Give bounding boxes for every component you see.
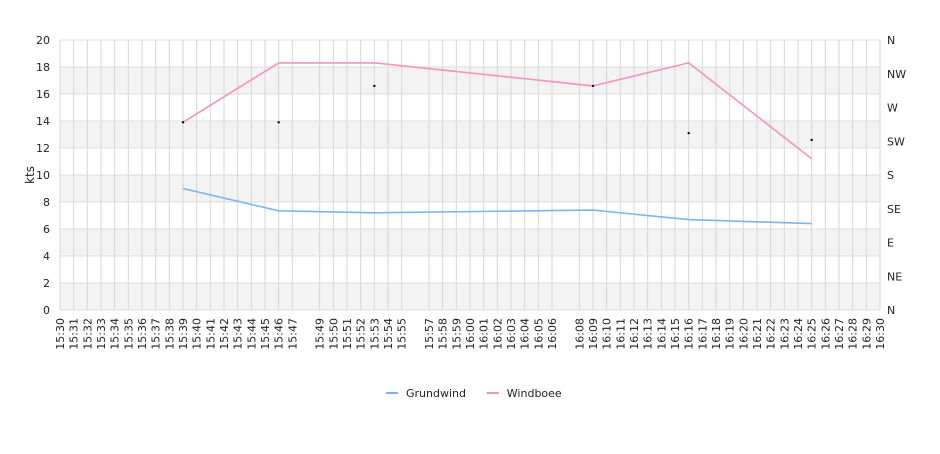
x-tick-label: 15:38	[163, 318, 176, 350]
x-tick-label: 15:31	[68, 318, 81, 350]
x-tick-label: 16:12	[628, 318, 641, 350]
x-tick-label: 15:54	[382, 318, 395, 350]
x-tick-label: 16:21	[751, 318, 764, 350]
y-tick-label: 12	[36, 142, 50, 155]
x-tick-label: 15:30	[54, 318, 67, 350]
x-tick-label: 15:51	[341, 318, 354, 350]
x-tick-label: 16:15	[669, 318, 682, 350]
x-tick-label: 16:29	[860, 318, 873, 350]
y-tick-label: 6	[43, 223, 50, 236]
y-tick-label: 16	[36, 88, 50, 101]
x-tick-label: 15:49	[314, 318, 327, 350]
x-tick-label: 16:13	[642, 318, 655, 350]
y-tick-label: 20	[36, 34, 50, 47]
x-tick-label: 15:58	[437, 318, 450, 350]
series-line-windboee	[182, 62, 813, 160]
x-tick-label: 15:43	[232, 318, 245, 350]
y2-tick-label: SW	[887, 135, 905, 148]
direction-marker	[277, 121, 280, 124]
x-tick-label: 16:03	[505, 318, 518, 350]
x-tick-label: 15:45	[259, 318, 272, 350]
y-tick-label: 2	[43, 277, 50, 290]
x-tick-label: 16:19	[724, 318, 737, 350]
x-tick-label: 16:18	[710, 318, 723, 350]
x-tick-label: 15:34	[109, 318, 122, 350]
x-tick-label: 16:23	[778, 318, 791, 350]
y2-tick-label: NE	[887, 270, 902, 283]
x-tick-label: 16:10	[601, 318, 614, 350]
x-tick-label: 15:33	[95, 318, 108, 350]
x-tick-label: 15:55	[396, 318, 409, 350]
x-tick-label: 16:26	[819, 318, 832, 350]
direction-marker	[181, 121, 185, 124]
direction-marker	[810, 138, 813, 142]
y-tick-label: 10	[36, 169, 50, 182]
x-tick-label: 16:20	[737, 318, 750, 350]
x-tick-label: 15:50	[327, 318, 340, 350]
y-tick-label: 18	[36, 61, 50, 74]
y-tick-label: 8	[43, 196, 50, 209]
x-tick-label: 16:05	[532, 318, 545, 350]
x-tick-label: 16:01	[478, 318, 491, 350]
x-tick-label: 15:57	[423, 318, 436, 350]
x-tick-label: 15:47	[286, 318, 299, 350]
y2-tick-label: N	[887, 34, 895, 47]
y2-tick-label: SE	[887, 203, 901, 216]
x-tick-label: 16:24	[792, 318, 805, 350]
y-tick-label: 4	[43, 250, 50, 263]
y2-tick-label: S	[887, 169, 894, 182]
y-axis-title: kts	[23, 166, 37, 184]
x-tick-label: 15:39	[177, 318, 190, 350]
x-tick-label: 16:30	[874, 318, 887, 350]
x-tick-label: 16:02	[491, 318, 504, 350]
x-tick-label: 15:37	[150, 318, 163, 350]
legend-label: Grundwind	[406, 387, 466, 400]
y2-tick-label: NW	[887, 68, 906, 81]
x-tick-label: 15:40	[191, 318, 204, 350]
y2-tick-label: W	[887, 102, 898, 115]
legend-label: Windboee	[507, 387, 562, 400]
y-tick-label: 0	[43, 304, 50, 317]
x-tick-label: 15:53	[368, 318, 381, 350]
x-tick-label: 16:27	[833, 318, 846, 350]
x-tick-label: 16:08	[573, 318, 586, 350]
direction-marker	[687, 131, 690, 135]
x-tick-label: 16:11	[614, 318, 627, 350]
x-tick-label: 16:17	[696, 318, 709, 350]
x-tick-label: 16:00	[464, 318, 477, 350]
y2-tick-label: E	[887, 237, 894, 250]
x-tick-label: 15:32	[81, 318, 94, 350]
x-tick-label: 16:22	[765, 318, 778, 350]
y-tick-label: 14	[36, 115, 50, 128]
x-tick-label: 16:06	[546, 318, 559, 350]
legend-item-grundwind[interactable]: Grundwind	[386, 387, 466, 400]
x-tick-label: 16:16	[683, 318, 696, 350]
x-tick-label: 15:36	[136, 318, 149, 350]
x-tick-label: 16:25	[806, 318, 819, 350]
x-tick-label: 16:09	[587, 318, 600, 350]
legend-item-windboee[interactable]: Windboee	[486, 387, 562, 400]
x-tick-label: 15:59	[450, 318, 463, 350]
direction-marker	[373, 84, 376, 88]
x-tick-label: 15:41	[204, 318, 217, 350]
direction-marker	[591, 84, 595, 88]
y2-tick-label: N	[887, 304, 895, 317]
x-tick-label: 15:35	[122, 318, 135, 350]
x-tick-label: 15:52	[355, 318, 368, 350]
x-tick-label: 16:04	[519, 318, 532, 350]
x-tick-label: 16:14	[655, 318, 668, 350]
x-tick-label: 15:46	[273, 318, 286, 350]
x-tick-label: 16:28	[847, 318, 860, 350]
x-tick-label: 15:44	[245, 318, 258, 350]
x-tick-label: 15:42	[218, 318, 231, 350]
series-line-grundwind	[182, 187, 812, 225]
